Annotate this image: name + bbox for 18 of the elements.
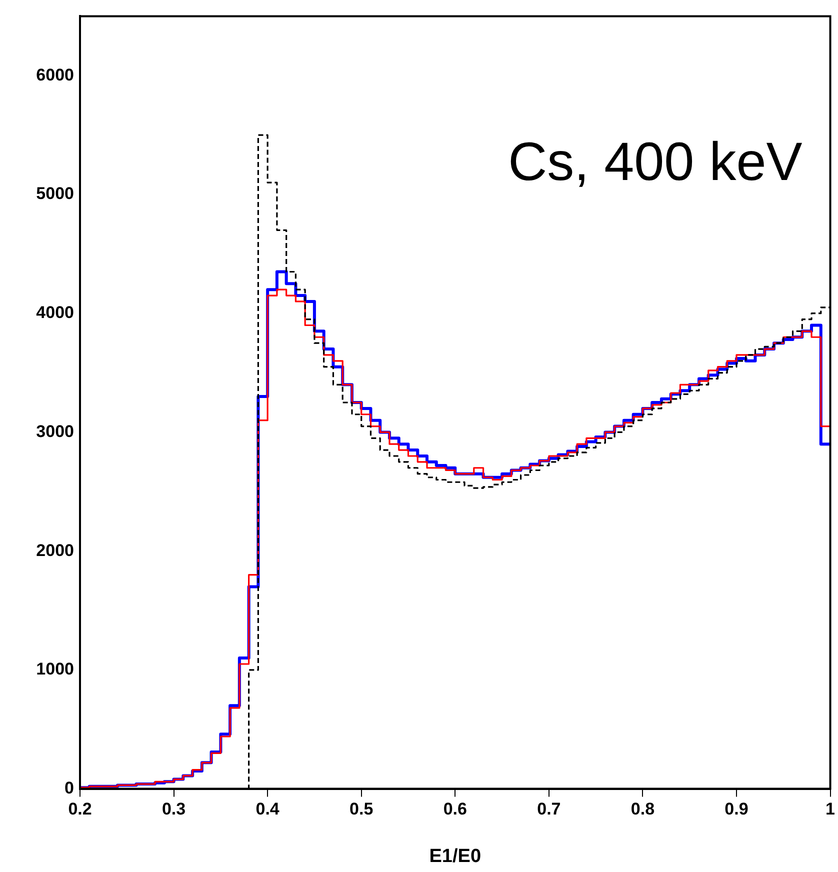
y-tick-label: 4000 (36, 303, 74, 322)
x-tick-label: 0.9 (724, 800, 748, 819)
x-tick-label: 0.2 (68, 800, 92, 819)
x-tick-label: 0.4 (256, 800, 280, 819)
y-tick-label: 2000 (36, 540, 74, 560)
x-axis-title: E1/E0 (429, 846, 482, 867)
annotation: Cs, 400 keV (508, 132, 802, 192)
y-tick-label: 5000 (36, 184, 74, 204)
x-tick-label: 1 (826, 800, 836, 819)
y-tick-label: 3000 (36, 422, 74, 441)
x-tick-label: 0.8 (630, 800, 655, 819)
x-tick-label: 0.6 (443, 800, 467, 819)
x-tick-label: 0.5 (350, 800, 374, 819)
x-tick-label: 0.7 (537, 800, 561, 819)
y-tick-label: 1000 (36, 660, 74, 679)
x-tick-label: 0.3 (162, 800, 186, 819)
y-tick-label: 0 (64, 778, 74, 798)
y-tick-label: 6000 (36, 65, 74, 84)
